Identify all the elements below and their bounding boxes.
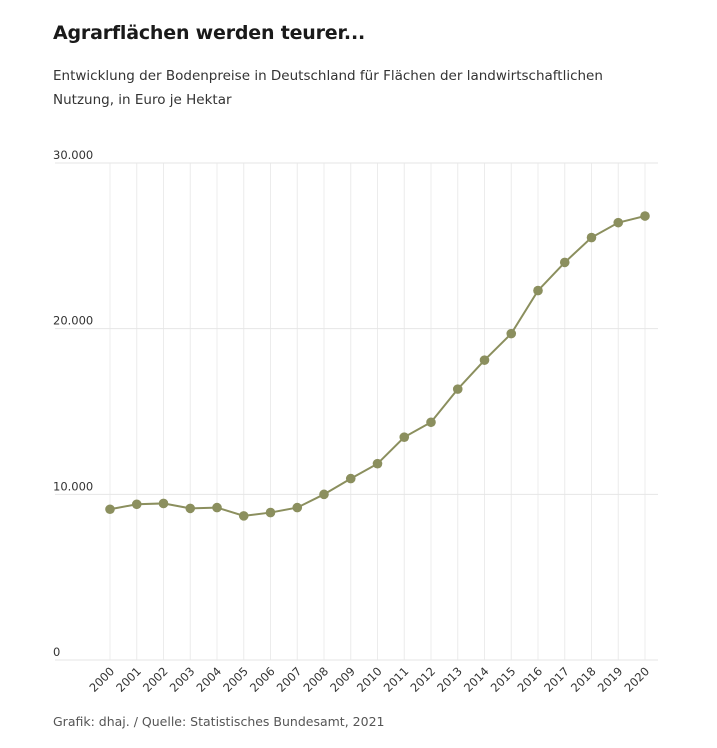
data-point bbox=[292, 502, 303, 513]
x-tick-label: 2004 bbox=[194, 664, 225, 695]
data-point bbox=[131, 499, 142, 510]
x-tick-label: 2003 bbox=[167, 664, 198, 695]
y-tick-label: 30.000 bbox=[53, 148, 93, 162]
x-tick-label: 2001 bbox=[113, 664, 144, 695]
data-point bbox=[399, 432, 410, 442]
data-point bbox=[613, 217, 624, 228]
x-tick-label: 2013 bbox=[434, 664, 465, 695]
chart-source: Grafik: dhaj. / Quelle: Statistisches Bu… bbox=[53, 714, 385, 729]
x-tick-label: 2006 bbox=[247, 664, 278, 695]
chart-grid bbox=[55, 162, 658, 661]
x-tick-label: 2019 bbox=[595, 664, 626, 695]
x-tick-label: 2002 bbox=[140, 664, 171, 695]
x-tick-label: 2015 bbox=[488, 664, 519, 695]
x-tick-label: 2000 bbox=[87, 664, 118, 695]
data-point bbox=[265, 507, 276, 518]
x-tick-label: 2017 bbox=[541, 664, 572, 695]
x-tick-label: 2018 bbox=[568, 664, 599, 695]
data-point bbox=[212, 502, 222, 513]
data-point bbox=[479, 355, 490, 365]
x-tick-label: 2010 bbox=[354, 664, 385, 695]
data-point bbox=[586, 232, 597, 243]
x-tick-label: 2009 bbox=[327, 664, 358, 695]
data-point bbox=[105, 504, 115, 515]
x-tick-label: 2014 bbox=[461, 664, 492, 695]
x-tick-label: 2007 bbox=[274, 664, 305, 695]
data-points bbox=[105, 211, 650, 521]
y-tick-label: 10.000 bbox=[53, 479, 93, 493]
data-point bbox=[372, 458, 383, 469]
data-point bbox=[319, 489, 329, 500]
data-point bbox=[345, 473, 356, 484]
x-tick-label: 2005 bbox=[220, 664, 251, 695]
data-point bbox=[559, 257, 570, 268]
x-tick-label: 2020 bbox=[622, 664, 653, 695]
chart-title: Agrarflächen werden teurer... bbox=[53, 22, 365, 44]
line-chart: 0 10.000 20.000 30.000 20002001200220032004… bbox=[53, 148, 658, 695]
x-tick-label: 2012 bbox=[408, 664, 439, 695]
x-tick-label: 2008 bbox=[301, 664, 332, 695]
data-point bbox=[533, 285, 543, 296]
data-point bbox=[185, 503, 196, 514]
y-tick-label: 20.000 bbox=[53, 314, 93, 328]
data-point bbox=[158, 498, 169, 509]
data-point bbox=[452, 384, 463, 394]
data-point bbox=[238, 511, 249, 521]
data-point bbox=[506, 328, 517, 339]
y-axis: 0 10.000 20.000 30.000 bbox=[53, 148, 93, 659]
chart-subtitle: Entwicklung der Bodenpreise in Deutschla… bbox=[53, 68, 603, 108]
data-point bbox=[640, 211, 650, 221]
data-point bbox=[426, 417, 436, 428]
y-tick-label: 0 bbox=[53, 645, 60, 659]
x-tick-label: 2016 bbox=[515, 664, 546, 695]
x-axis: 2000200120022003200420052006200720082009… bbox=[87, 664, 653, 695]
x-tick-label: 2011 bbox=[381, 664, 412, 695]
